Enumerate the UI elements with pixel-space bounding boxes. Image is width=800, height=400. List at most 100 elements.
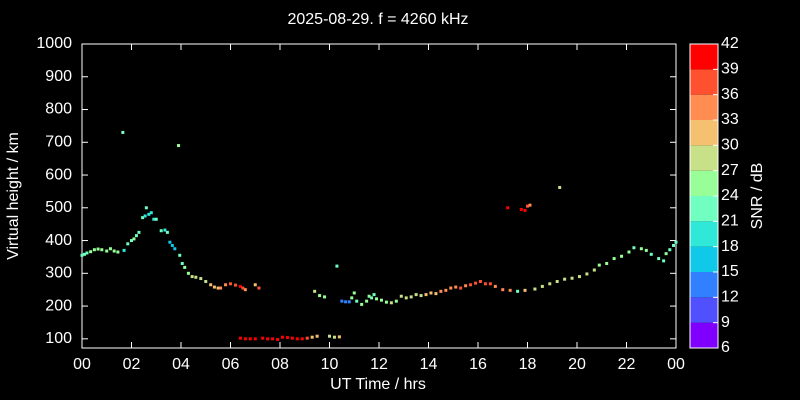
- point: [523, 288, 527, 292]
- point: [516, 289, 520, 293]
- point: [108, 247, 112, 251]
- point: [506, 206, 510, 210]
- point: [555, 280, 559, 283]
- point: [488, 282, 492, 286]
- point: [310, 335, 314, 339]
- point: [389, 301, 393, 305]
- point: [355, 299, 359, 303]
- point: [424, 293, 428, 297]
- point: [394, 299, 398, 303]
- point: [620, 254, 624, 258]
- point: [508, 288, 512, 292]
- point: [180, 261, 184, 265]
- point: [379, 298, 383, 302]
- point: [674, 240, 678, 244]
- point: [592, 268, 596, 272]
- point: [454, 285, 458, 289]
- y-tick-label: 700: [45, 133, 72, 150]
- colorbar-band: [690, 246, 718, 272]
- x-tick-label: 16: [469, 356, 487, 373]
- point: [121, 130, 125, 134]
- colorbar-tick-label: 24: [721, 187, 739, 204]
- point: [384, 300, 388, 304]
- point: [367, 294, 371, 298]
- colorbar-tick-label: 42: [721, 35, 739, 52]
- point: [130, 239, 133, 243]
- point: [439, 289, 443, 293]
- y-tick-label: 100: [45, 330, 72, 347]
- point: [577, 275, 581, 279]
- y-tick-label: 500: [45, 199, 72, 216]
- point: [533, 287, 537, 291]
- colorbar-tick-label: 12: [721, 289, 739, 306]
- point: [248, 337, 252, 341]
- point: [159, 229, 163, 233]
- y-axis-label: Virtual height / km: [5, 132, 22, 260]
- point: [370, 296, 374, 300]
- point: [271, 337, 275, 341]
- point: [350, 296, 354, 300]
- colorbar-tick-label: 15: [721, 263, 739, 280]
- colorbar-tick-label: 30: [721, 137, 739, 154]
- point: [285, 336, 289, 340]
- point: [632, 246, 636, 250]
- point: [375, 297, 379, 301]
- point: [493, 284, 497, 288]
- point: [96, 247, 100, 251]
- point: [478, 280, 482, 283]
- point: [186, 271, 190, 275]
- point: [154, 217, 158, 221]
- point: [173, 247, 177, 251]
- point: [323, 295, 327, 299]
- colorbar-band: [690, 120, 718, 146]
- x-tick-label: 20: [568, 356, 586, 373]
- colorbar-tick-label: 6: [721, 339, 730, 356]
- x-tick-label: 04: [172, 356, 190, 373]
- point: [209, 283, 213, 287]
- point: [190, 275, 194, 279]
- point: [89, 250, 93, 254]
- point: [526, 204, 529, 208]
- point: [163, 228, 167, 232]
- point: [305, 336, 309, 340]
- point: [318, 294, 322, 298]
- point: [204, 280, 208, 283]
- point: [290, 336, 294, 340]
- point: [183, 265, 187, 269]
- point: [300, 337, 304, 341]
- chart-title: 2025-08-29. f = 4260 kHz: [287, 11, 468, 28]
- point: [449, 286, 453, 290]
- point: [116, 250, 120, 254]
- point: [100, 248, 104, 252]
- colorbar-band: [690, 170, 718, 196]
- point: [276, 337, 280, 341]
- point: [563, 277, 567, 281]
- point: [233, 283, 237, 287]
- point: [147, 212, 151, 216]
- point: [168, 240, 172, 244]
- point: [597, 263, 601, 267]
- point: [315, 334, 319, 338]
- point: [170, 243, 174, 247]
- point: [243, 337, 247, 341]
- point: [483, 282, 487, 286]
- point: [540, 284, 544, 288]
- point: [92, 248, 96, 252]
- x-tick-label: 00: [667, 356, 685, 373]
- colorbar-band: [690, 196, 718, 222]
- point: [528, 203, 532, 207]
- x-tick-label: 02: [123, 356, 141, 373]
- point: [444, 288, 448, 292]
- point: [105, 249, 109, 253]
- point: [241, 286, 245, 290]
- point: [464, 284, 468, 288]
- point: [365, 299, 369, 303]
- point: [229, 282, 232, 286]
- colorbar-band: [690, 145, 718, 171]
- point: [253, 337, 257, 341]
- point: [141, 216, 145, 220]
- x-tick-label: 10: [321, 356, 339, 373]
- colorbar-tick-label: 18: [721, 238, 739, 255]
